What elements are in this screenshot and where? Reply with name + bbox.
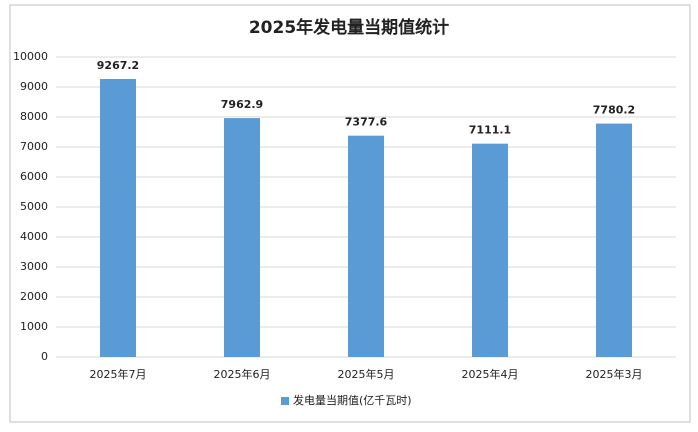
legend-swatch bbox=[281, 397, 289, 405]
value-label: 7111.1 bbox=[469, 124, 511, 137]
y-tick-label: 4000 bbox=[20, 230, 48, 243]
y-tick-label: 0 bbox=[41, 350, 48, 363]
value-label: 7780.2 bbox=[593, 104, 635, 117]
y-tick-label: 5000 bbox=[20, 200, 48, 213]
value-label: 7377.6 bbox=[345, 116, 388, 129]
y-tick-label: 7000 bbox=[20, 140, 48, 153]
y-tick-label: 1000 bbox=[20, 320, 48, 333]
bar bbox=[596, 123, 632, 358]
y-tick-label: 8000 bbox=[20, 110, 48, 123]
y-tick-label: 10000 bbox=[13, 50, 48, 63]
chart-title: 2025年发电量当期值统计 bbox=[249, 17, 449, 38]
bar bbox=[224, 118, 260, 357]
y-tick-label: 9000 bbox=[20, 80, 48, 93]
x-tick-label: 2025年6月 bbox=[214, 367, 271, 381]
x-tick-label: 2025年5月 bbox=[338, 367, 395, 381]
bar bbox=[348, 135, 384, 357]
value-label: 7962.9 bbox=[221, 98, 263, 111]
legend-label: 发电量当期值(亿千瓦时) bbox=[293, 393, 412, 407]
x-tick-label: 2025年3月 bbox=[586, 367, 643, 381]
bar bbox=[472, 143, 508, 357]
x-tick-label: 2025年7月 bbox=[90, 367, 147, 381]
x-tick-label: 2025年4月 bbox=[462, 367, 519, 381]
value-label: 9267.2 bbox=[97, 59, 139, 72]
y-tick-label: 2000 bbox=[20, 290, 48, 303]
bar bbox=[100, 78, 136, 357]
y-tick-label: 3000 bbox=[20, 260, 48, 273]
y-tick-label: 6000 bbox=[20, 170, 48, 183]
